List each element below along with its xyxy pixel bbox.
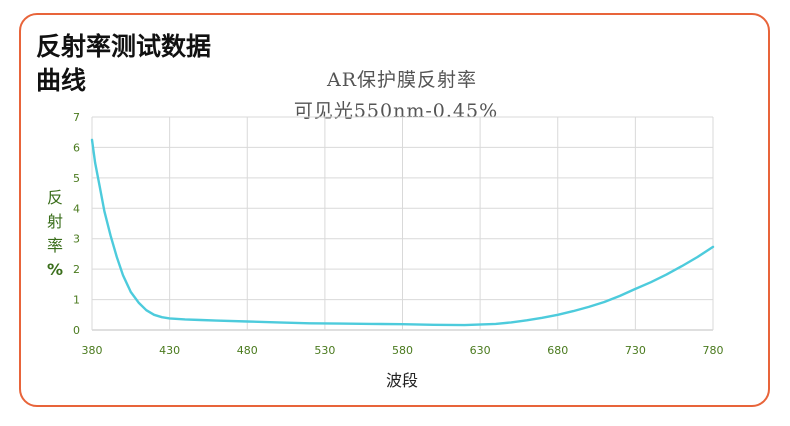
x-tick-labels: 380 430 480 530 580 630 680 730 780 xyxy=(82,344,724,357)
card-title-line1: 反射率测试数据 xyxy=(36,32,212,61)
y-axis-label-char: 反 xyxy=(46,188,63,207)
x-tick-label: 680 xyxy=(547,344,568,357)
x-tick-label: 380 xyxy=(82,344,103,357)
y-tick-label: 1 xyxy=(73,294,80,307)
chart-title: AR保护膜反射率 xyxy=(326,69,477,91)
x-tick-label: 780 xyxy=(703,344,724,357)
x-tick-label: 430 xyxy=(159,344,180,357)
y-axis-label-char: 射 xyxy=(46,212,63,231)
grid-lines xyxy=(91,116,714,331)
x-tick-label: 530 xyxy=(314,344,335,357)
x-tick-label: 580 xyxy=(392,344,413,357)
y-axis-label-char: 率 xyxy=(46,236,63,255)
y-axis-label: 反射率% xyxy=(44,186,66,282)
chart-card xyxy=(19,13,770,407)
y-tick-label: 4 xyxy=(73,202,80,215)
y-axis-label-char: % xyxy=(46,260,64,279)
y-tick-label: 5 xyxy=(73,172,80,185)
card-title: 反射率测试数据 曲线 xyxy=(36,30,211,98)
y-tick-label: 7 xyxy=(73,111,80,124)
x-axis-label: 波段 xyxy=(386,371,418,390)
x-tick-label: 730 xyxy=(625,344,646,357)
y-tick-label: 0 xyxy=(73,324,80,337)
x-tick-label: 480 xyxy=(237,344,258,357)
x-tick-label: 630 xyxy=(470,344,491,357)
y-tick-label: 3 xyxy=(73,233,80,246)
y-tick-labels: 0 1 2 3 4 5 6 7 xyxy=(73,111,80,337)
y-tick-label: 2 xyxy=(73,263,80,276)
card-title-line2: 曲线 xyxy=(36,66,87,95)
reflectance-curve xyxy=(90,138,715,327)
y-tick-label: 6 xyxy=(73,141,80,154)
